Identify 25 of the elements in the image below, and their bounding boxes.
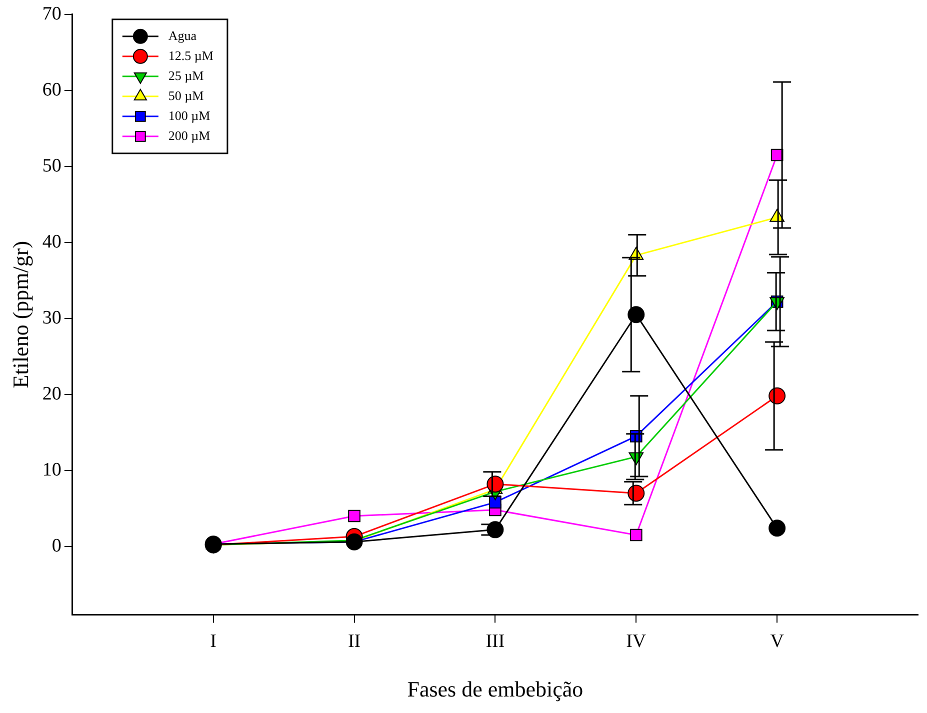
x-tick-label: V: [770, 631, 784, 652]
x-tick-label: II: [348, 631, 361, 652]
x-tick-label: IV: [626, 631, 646, 652]
y-tick-label: 30: [42, 307, 62, 328]
legend-label: Agua: [168, 28, 197, 43]
point: [628, 306, 645, 324]
y-axis-title: Etileno (ppm/gr): [8, 240, 33, 388]
legend-label: 25 µM: [168, 68, 204, 83]
y-tick-label: 50: [42, 155, 62, 176]
x-axis-title: Fases de embebição: [407, 676, 584, 702]
y-tick-label: 10: [42, 459, 62, 480]
y-tick-label: 60: [42, 79, 62, 100]
x-tick-label: I: [210, 631, 216, 652]
legend-label: 50 µM: [168, 88, 204, 103]
legend-label: 200 µM: [168, 128, 211, 143]
legend-label: 12.5 µM: [168, 48, 214, 63]
point: [348, 510, 360, 522]
legend-label: 100 µM: [168, 108, 211, 123]
y-tick-label: 0: [52, 535, 62, 556]
x-tick-label: III: [486, 631, 505, 652]
point: [630, 528, 642, 542]
y-tick-label: 70: [42, 3, 62, 24]
y-tick-label: 40: [42, 231, 62, 252]
point: [768, 520, 786, 537]
y-tick-label: 20: [42, 383, 62, 404]
